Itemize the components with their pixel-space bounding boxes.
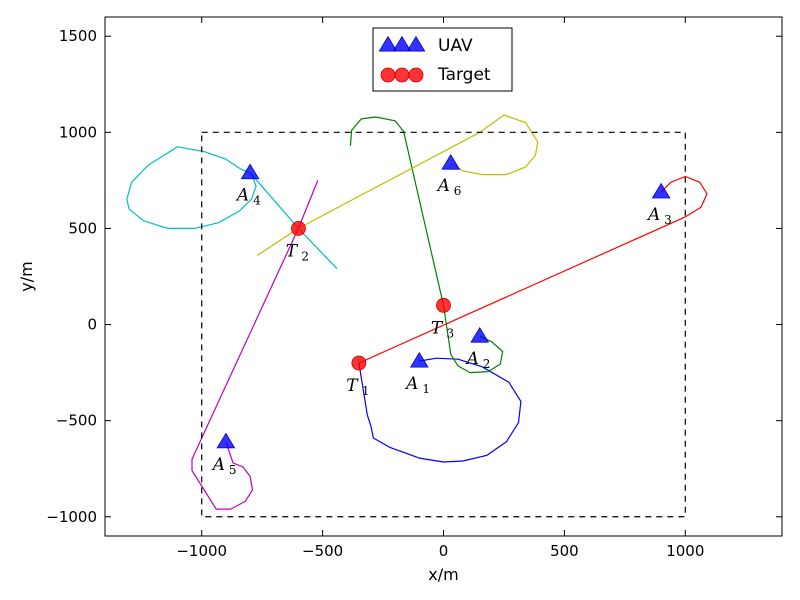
axes-layer: −1000 −500 0 500 1000 −1000 −500 0 500 1000 1500 x/… xyxy=(17,16,783,584)
target-marker-3 xyxy=(436,297,451,313)
target-label-index: 3 xyxy=(447,326,455,340)
uav-label-index: 4 xyxy=(253,194,261,208)
uav-label-letter: A xyxy=(646,205,660,225)
uav-label-letter: A xyxy=(211,455,225,475)
uav-marker-3 xyxy=(651,182,671,199)
uav-marker-2 xyxy=(470,326,490,343)
legend-item-target: Target xyxy=(380,65,491,85)
target-label-letter: T xyxy=(431,318,444,338)
trajectory-line-5 xyxy=(191,180,319,510)
target-label-letter: T xyxy=(346,376,359,396)
uav-marker-5 xyxy=(216,432,236,449)
x-axis-label: x/m xyxy=(428,565,458,584)
target-marker-1 xyxy=(351,355,367,371)
trajectory-layer xyxy=(126,114,708,510)
target-label-index: 1 xyxy=(362,384,370,398)
uav-label-index: 3 xyxy=(664,213,672,227)
legend-box xyxy=(372,27,513,92)
marker-layer xyxy=(216,153,671,449)
legend-circle-icon xyxy=(408,67,424,83)
legend-circle-icon xyxy=(394,67,410,83)
uav-marker-6 xyxy=(441,153,461,170)
legend-circle-icon xyxy=(380,67,396,83)
y-axis-label: y/m xyxy=(17,261,36,291)
x-tick-label: −500 xyxy=(302,542,343,560)
legend-triangle-icon xyxy=(378,35,398,52)
trajectory-line-6 xyxy=(256,114,539,256)
trajectory-line-1 xyxy=(358,357,522,463)
y-tick-label: 0 xyxy=(87,316,97,334)
y-tick-label: −1000 xyxy=(46,508,97,526)
trajectory-line-2 xyxy=(349,116,504,374)
annotation-layer: T 1T 2T 3A 1A 2A 3A 4A 5A 6 xyxy=(211,176,672,477)
uav-label-index: 2 xyxy=(483,357,491,371)
x-tick-label: −1000 xyxy=(176,542,227,560)
x-tick-label: 1000 xyxy=(666,542,704,560)
target-label-index: 2 xyxy=(301,249,309,263)
uav-label-letter: A xyxy=(465,349,479,369)
uav-label-letter: A xyxy=(235,186,249,206)
y-tick-label: 500 xyxy=(68,219,97,237)
y-tick-label: −500 xyxy=(56,412,97,430)
uav-marker-1 xyxy=(409,351,429,368)
target-marker-2 xyxy=(291,221,306,236)
plot-frame xyxy=(104,16,783,537)
uav-label-letter: A xyxy=(436,176,450,196)
legend-triangle-icon xyxy=(406,35,426,52)
legend-triangle-icon xyxy=(392,35,412,52)
target-label-letter: T xyxy=(286,241,299,261)
y-tick-label: 1000 xyxy=(59,123,97,141)
x-tick-label: 0 xyxy=(439,542,449,560)
x-tick-label: 500 xyxy=(550,542,579,560)
trajectory-line-4 xyxy=(126,146,338,270)
trajectory-line-3 xyxy=(358,175,708,364)
y-tick-label: 1500 xyxy=(59,27,97,45)
legend-item-uav: UAV xyxy=(378,35,473,56)
mission-boundary xyxy=(201,131,686,518)
uav-label-index: 1 xyxy=(422,382,430,396)
legend-label: UAV xyxy=(438,36,473,56)
boundary-layer xyxy=(201,131,686,518)
uav-label-letter: A xyxy=(404,374,418,394)
uav-label-index: 5 xyxy=(229,463,237,477)
legend-layer: UAV Target xyxy=(372,27,513,92)
uav-label-index: 6 xyxy=(454,184,462,198)
legend-label: Target xyxy=(437,65,491,85)
uav-marker-4 xyxy=(240,163,260,180)
